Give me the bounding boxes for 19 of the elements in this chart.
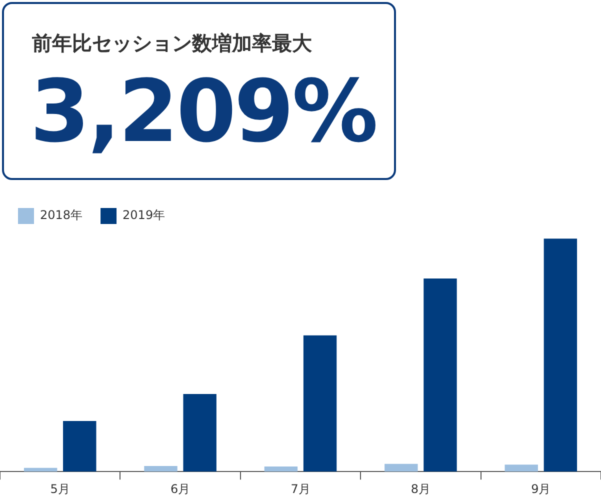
x-tick-label: 7月 <box>290 482 310 496</box>
text: 3,209% <box>30 62 376 162</box>
x-tick-label: 5月 <box>50 482 70 496</box>
bar <box>384 464 418 472</box>
x-tick-label: 9月 <box>531 482 551 496</box>
legend-label: 2019年 <box>122 208 166 222</box>
x-tick-label: 8月 <box>410 482 431 496</box>
x-tick-label: 6月 <box>170 482 190 496</box>
chart-title: 前年比セッション数増加率最大 <box>32 30 312 57</box>
legend-label: 2018年 <box>40 208 83 222</box>
bar <box>183 394 216 472</box>
bar <box>63 421 96 472</box>
bar <box>504 464 538 472</box>
bar <box>144 466 178 472</box>
bar <box>424 278 457 472</box>
bar <box>544 238 578 472</box>
bar <box>264 466 298 472</box>
bar <box>24 468 58 472</box>
bar <box>303 335 337 472</box>
